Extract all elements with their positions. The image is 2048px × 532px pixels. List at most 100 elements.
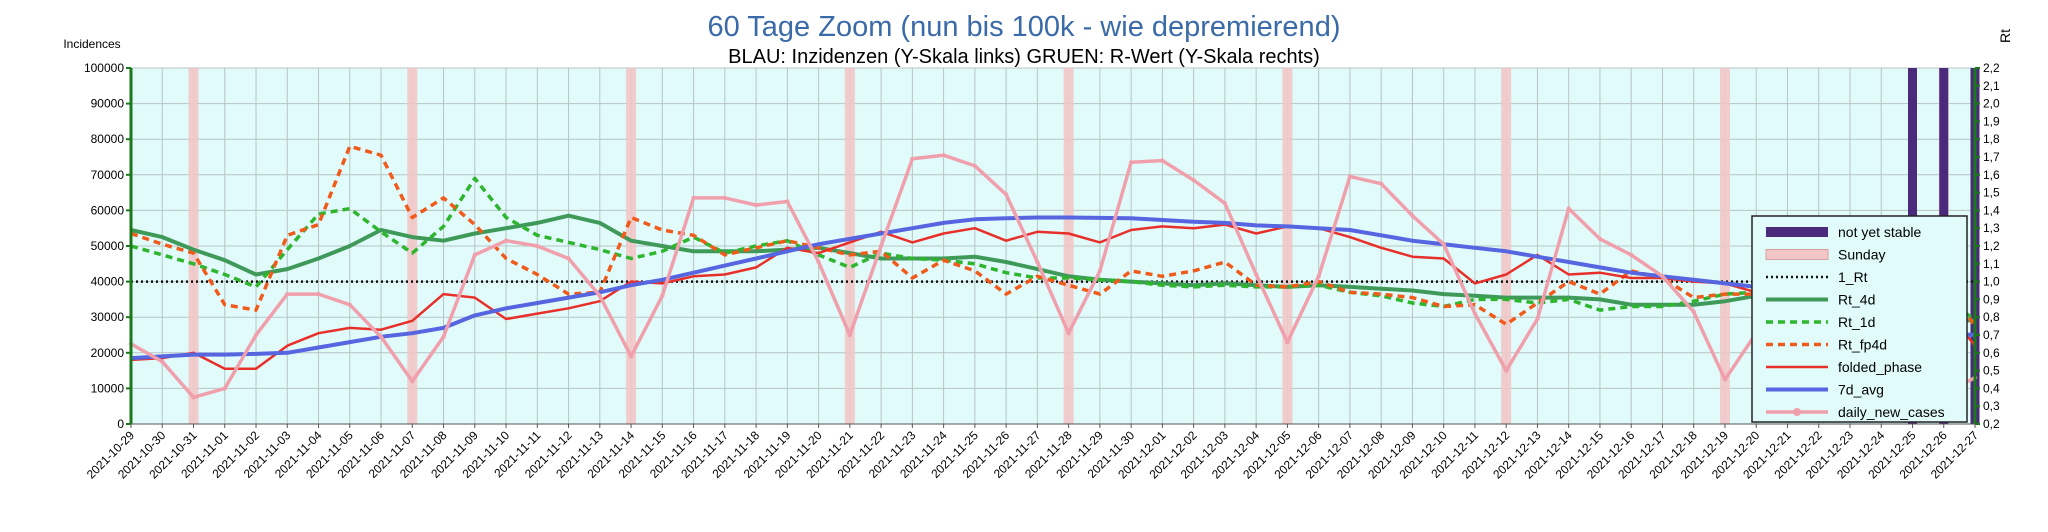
series-line-Rt-4d [130,213,1976,325]
data-point-daily-new-cases [691,195,696,201]
data-point-daily-new-cases [878,243,884,249]
data-point-daily-new-cases [1097,268,1103,274]
data-point-daily-new-cases [722,195,728,201]
data-point-daily-new-cases [785,199,790,204]
data-point-daily-new-cases [816,259,821,265]
data-point-daily-new-cases [378,334,384,339]
legend-swatch-Sunday [1765,249,1829,260]
data-point-daily-new-cases [347,302,352,307]
data-point-daily-new-cases [972,163,978,169]
y-tick-label-right: 0,3 [1983,399,2000,413]
data-point-daily-new-cases [1285,339,1290,345]
data-point-daily-new-cases [1597,236,1603,242]
y-tick-label-left: 70000 [91,168,125,182]
y-tick-label-left: 10000 [91,381,125,395]
chart-subtitle: BLAU: Inzidenzen (Y-Skala links) GRUEN: … [728,46,1320,68]
sunday-band [1282,68,1293,424]
data-point-daily-new-cases [1722,377,1728,382]
data-point-daily-new-cases [160,359,165,364]
data-point-daily-new-cases [1035,259,1040,265]
sunday-band [407,68,418,424]
y-tick-label-right: 0,5 [1983,364,2000,378]
y-tick-label-right: 1,7 [1983,150,2000,164]
y-tick-label-left: 30000 [91,310,125,324]
data-point-daily-new-cases [253,332,259,338]
y-tick-label-right: 0,9 [1983,292,2000,306]
legend-label-Rt-1d: Rt_1d [1838,314,1875,330]
data-point-daily-new-cases [1003,192,1009,197]
y-tick-label-right: 0,8 [1983,310,2000,324]
data-point-daily-new-cases [285,291,290,297]
chart-title: 60 Tage Zoom (nun bis 100k - wie depremi… [708,11,1341,43]
y-tick-label-right: 1,1 [1983,257,2000,271]
data-point-daily-new-cases [847,332,853,338]
legend-label-not-yet-stable: not yet stable [1838,224,1921,240]
y-axis-left-label: Incidences [63,37,120,51]
legend-label-Rt-4d: Rt_4d [1838,292,1875,308]
y-tick-label-right: 2,1 [1983,79,2000,93]
y-tick-label-left: 60000 [91,203,125,217]
data-point-daily-new-cases [191,395,196,400]
y-tick-label-right: 1,2 [1983,239,2000,253]
data-point-daily-new-cases [441,334,446,339]
y-tick-label-right: 2,2 [1983,61,2000,75]
y-tick-label-left: 90000 [91,97,125,111]
series-line-7d-avg [130,215,1976,361]
legend-label-1-Rt: 1_Rt [1838,269,1868,285]
sunday-band [844,68,855,424]
data-point-daily-new-cases [1347,174,1353,179]
data-point-daily-new-cases [1535,316,1540,322]
data-point-daily-new-cases [1253,272,1259,277]
legend-marker-daily-new-cases [1793,408,1801,416]
legend-label-7d-avg: 7d_avg [1838,382,1884,398]
sunday-band [1501,68,1512,424]
y-tick-label-right: 1,8 [1983,132,2000,146]
y-tick-label-left: 20000 [91,346,125,360]
y-tick-label-right: 0,7 [1983,328,2000,342]
data-point-daily-new-cases [503,238,509,243]
y-tick-label-right: 1,6 [1983,168,2000,182]
data-point-daily-new-cases [597,293,603,299]
y-tick-label-left: 80000 [91,132,125,146]
legend-label-daily-new-cases: daily_new_cases [1838,404,1945,420]
y-tick-label-left: 40000 [91,275,125,289]
data-point-daily-new-cases [660,293,665,299]
data-point-daily-new-cases [1441,242,1446,247]
sunday-band [1063,68,1074,424]
data-point-daily-new-cases [1691,309,1696,315]
data-point-daily-new-cases [316,291,321,297]
sunday-band [1719,68,1730,424]
data-point-daily-new-cases [1410,213,1415,218]
y-tick-label-right: 1,9 [1983,114,2000,128]
sunday-band [188,68,199,424]
legend: not yet stable Sunday 1_Rt Rt_4d Rt_1d Rt_fp4… [1751,215,1968,423]
data-point-daily-new-cases [566,256,571,261]
data-point-daily-new-cases [910,156,915,161]
y-tick-label-left: 50000 [91,239,125,253]
series-line-daily-new-cases [130,153,1976,400]
data-point-daily-new-cases [941,153,946,158]
data-point-daily-new-cases [1660,274,1665,279]
data-point-daily-new-cases [410,379,415,384]
y-tick-label-right: 1,0 [1983,275,2000,289]
y-tick-label-right: 1,4 [1983,203,2000,217]
data-point-daily-new-cases [1128,160,1134,165]
data-point-daily-new-cases [1378,181,1384,186]
data-point-daily-new-cases [628,354,634,359]
data-point-daily-new-cases [753,202,759,208]
legend-swatch-not-yet-stable [1766,227,1828,237]
data-point-daily-new-cases [1472,311,1478,316]
data-point-daily-new-cases [1316,274,1321,279]
data-point-daily-new-cases [1066,331,1071,336]
y-tick-label-right: 1,3 [1983,221,2000,235]
data-point-daily-new-cases [472,252,477,258]
data-point-daily-new-cases [535,243,540,249]
y-tick-label-right: 0,2 [1983,417,2000,431]
y-tick-label-left: 100000 [84,61,124,75]
data-point-daily-new-cases [1629,252,1634,258]
y-tick-label-right: 0,4 [1983,381,2000,395]
data-point-daily-new-cases [1222,201,1228,206]
legend-label-folded-phase: folded_phase [1838,359,1922,375]
